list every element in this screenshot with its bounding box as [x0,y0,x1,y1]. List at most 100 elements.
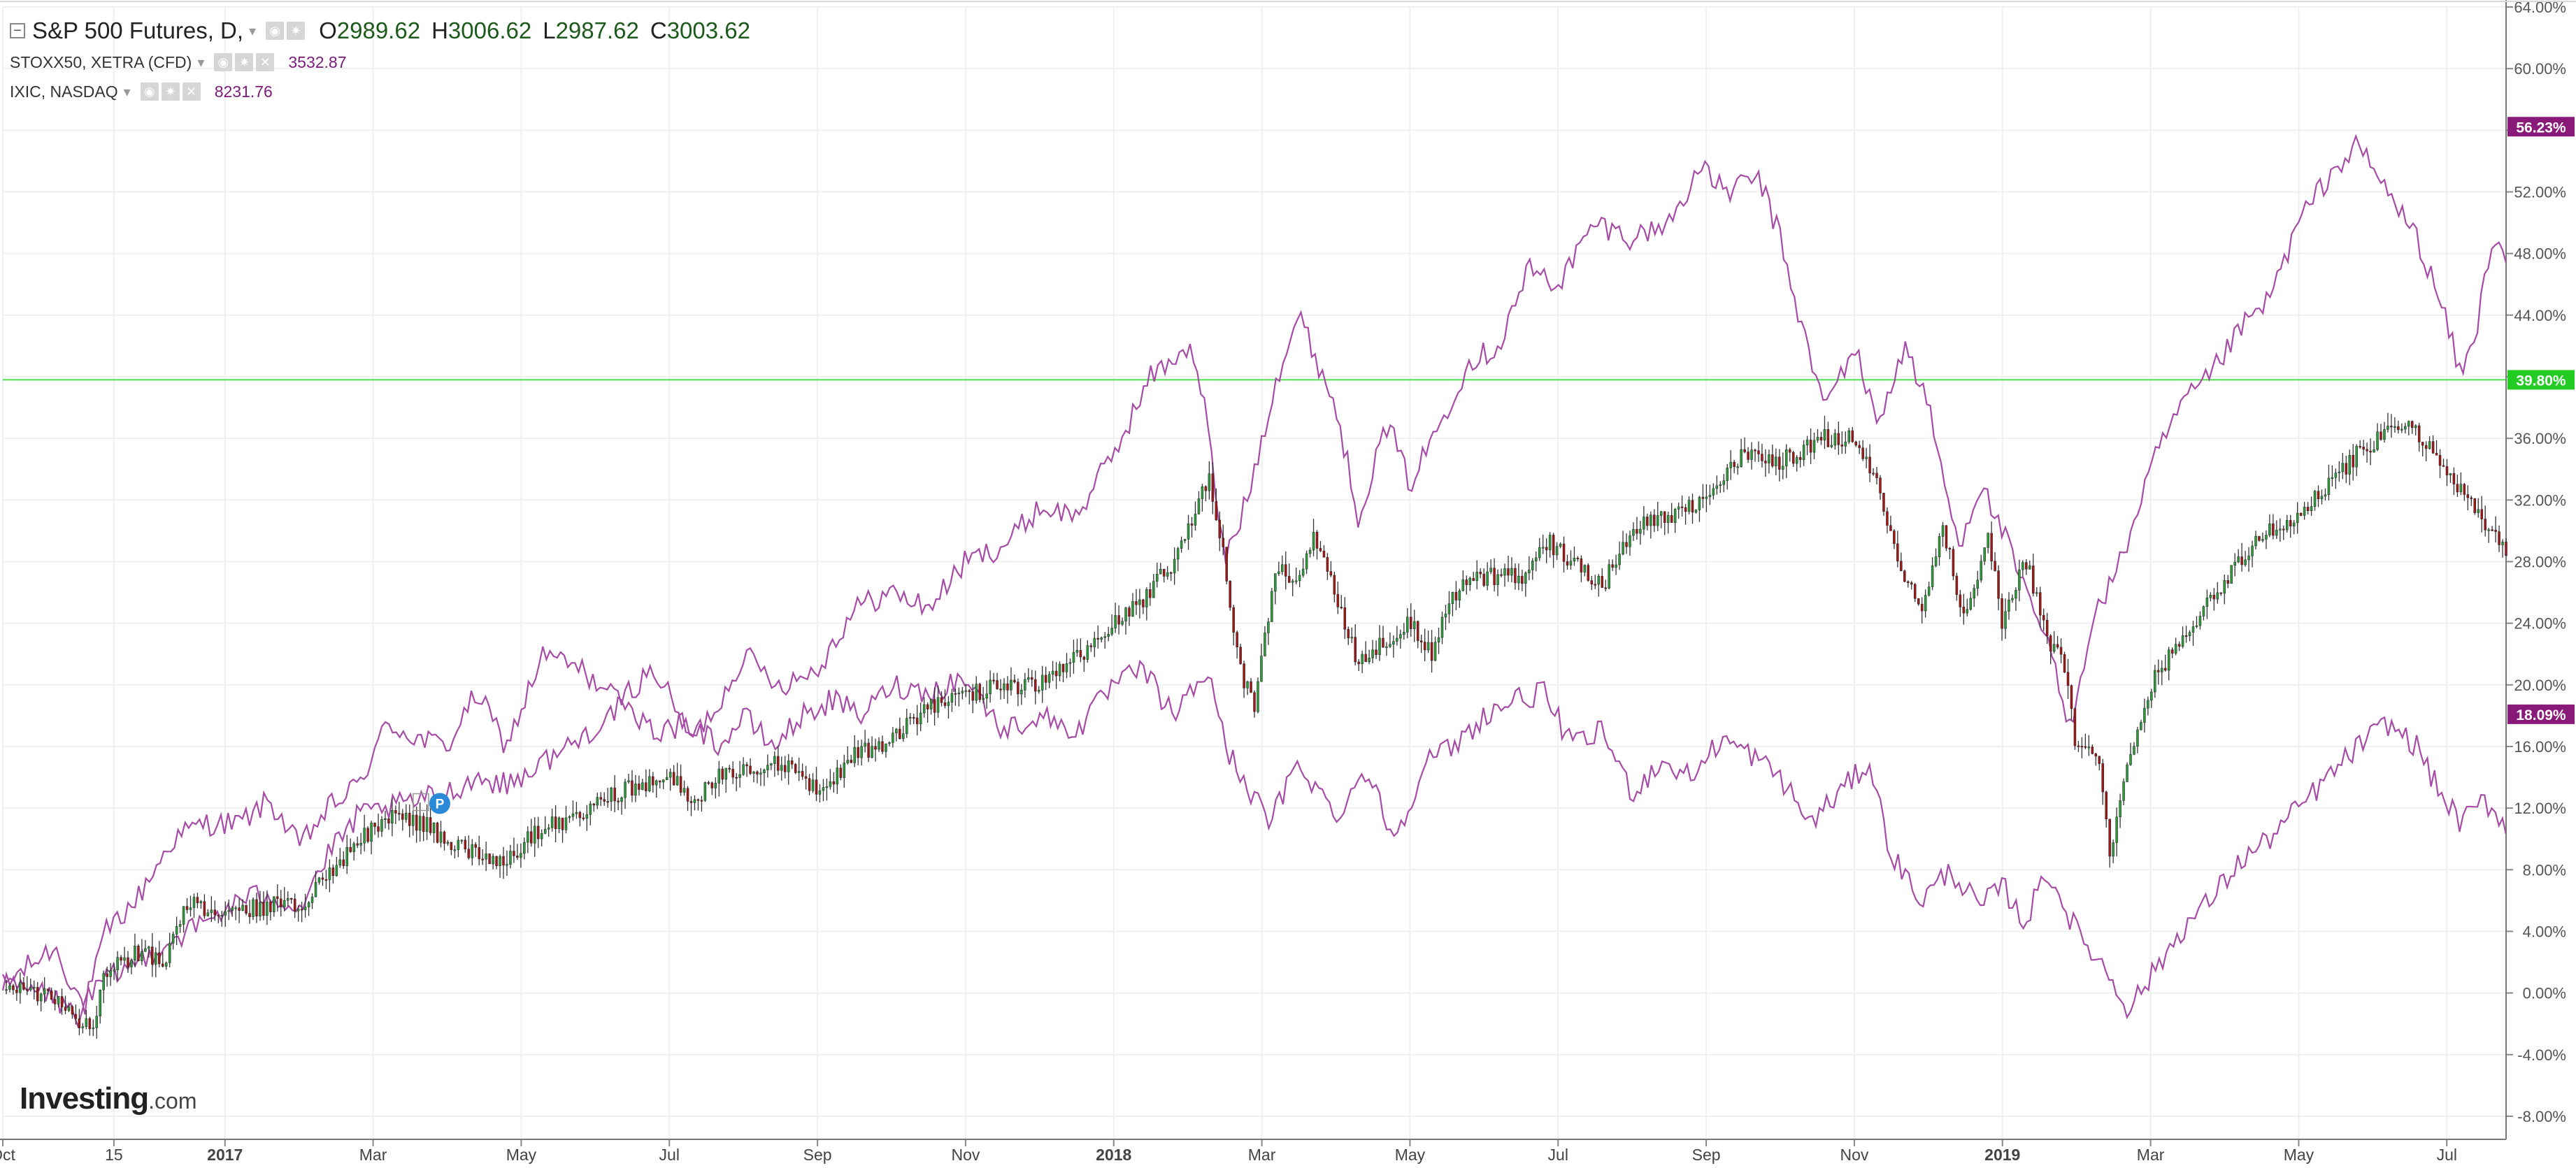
candle-body [1006,683,1009,691]
candle-body [377,826,380,832]
candle-body [686,788,689,802]
close-icon[interactable]: ✕ [182,82,201,101]
candle-body [2327,477,2331,495]
candle-body [808,778,811,791]
candle-body [2373,449,2375,453]
candle-body [1601,576,1603,588]
candle-body [1298,575,1301,582]
candle-body [196,897,199,904]
candle-body [1976,579,1979,589]
candle-body [881,741,884,752]
candle-body [335,865,338,877]
caret-down-icon[interactable]: ▾ [123,84,131,100]
candle-body [1722,480,1725,485]
candle-body [1782,466,1784,470]
candle-body [1079,650,1082,658]
y-tick-label: 16.00% [2514,738,2566,756]
candle-body [936,697,940,713]
candle-body [964,690,968,692]
eye-icon[interactable]: ◉ [266,22,285,40]
candle-body [682,788,686,793]
candle-body [432,822,436,833]
candle-body [2268,523,2271,535]
candle-body [2174,644,2177,654]
candle-body [738,774,741,778]
candle-body [1934,556,1938,566]
candle-body [499,856,501,866]
candle-body [557,817,561,829]
candle-body [1096,637,1099,640]
candle-body [1437,637,1440,642]
candle-body [227,910,230,912]
candle-body [495,856,498,866]
candle-body [1615,564,1617,568]
candle-body [1823,429,1826,441]
candle-body [1826,429,1830,447]
candle-body [2272,523,2275,536]
candle-body [158,952,161,965]
y-tick-label: -4.00% [2517,1046,2566,1064]
chart-legend: − S&P 500 Futures, D, ▾ ◉ ✷ O 2989.62 H 30… [10,14,750,106]
candle-body [1673,509,1677,523]
candle-body [620,797,623,802]
candle-body [554,816,557,829]
candle-body [276,896,279,900]
eye-icon[interactable]: ◉ [214,53,233,71]
candle-body [2473,498,2476,513]
candle-body [1131,601,1134,617]
candle-body [2366,449,2368,452]
candle-body [189,907,192,910]
candle-body [1778,456,1781,470]
candle-body [1924,595,1927,612]
candle-body [2091,747,2094,754]
candle-body [429,817,432,833]
price-badges: 56.23% 39.80% 18.09% [2507,117,2575,724]
candle-body [1879,477,1882,493]
candle-body [1920,603,1924,612]
candle-body [1812,440,1816,453]
candle-body [1274,573,1277,592]
candle-body [245,904,248,914]
candle-body [2431,441,2435,454]
eye-icon[interactable]: ◉ [140,82,159,101]
candle-body [1051,670,1054,675]
candle-body [2240,556,2243,565]
candle-body [1156,573,1159,582]
candle-body [2133,746,2135,755]
candle-body [1809,440,1812,453]
candle-body [1357,661,1360,665]
candle-body [1419,640,1423,642]
candle-body [1837,433,1840,445]
candle-body [324,879,328,881]
candle-body [1535,557,1538,561]
caret-down-icon[interactable]: ▾ [249,23,257,39]
candle-body [1183,539,1187,541]
gear-icon[interactable]: ✷ [235,53,254,71]
gear-icon[interactable]: ✷ [161,82,180,101]
candle-body [610,787,613,802]
x-tick-label: Jul [1548,1146,1568,1164]
event-markers[interactable]: P [413,793,450,814]
candle-body [1733,461,1736,468]
high-value: 3006.62 [448,17,532,43]
collapse-square-icon[interactable]: − [10,23,25,38]
close-icon[interactable]: ✕ [256,53,275,71]
candle-body [661,779,665,783]
candle-body [1361,654,1364,665]
price-badge [2507,117,2575,137]
candle-body [1663,511,1666,524]
gear-icon[interactable]: ✷ [287,22,306,40]
candle-body [815,779,818,795]
candle-body [1768,454,1770,463]
caret-down-icon[interactable]: ▾ [197,55,205,71]
y-tick-label: -8.00% [2517,1108,2566,1125]
candle-body [575,812,578,814]
candle-body [735,777,738,779]
candle-body [50,990,53,1000]
candle-body [2049,635,2052,652]
candle-body [1719,484,1722,486]
candle-body [787,760,790,772]
candle-body [2216,592,2219,600]
